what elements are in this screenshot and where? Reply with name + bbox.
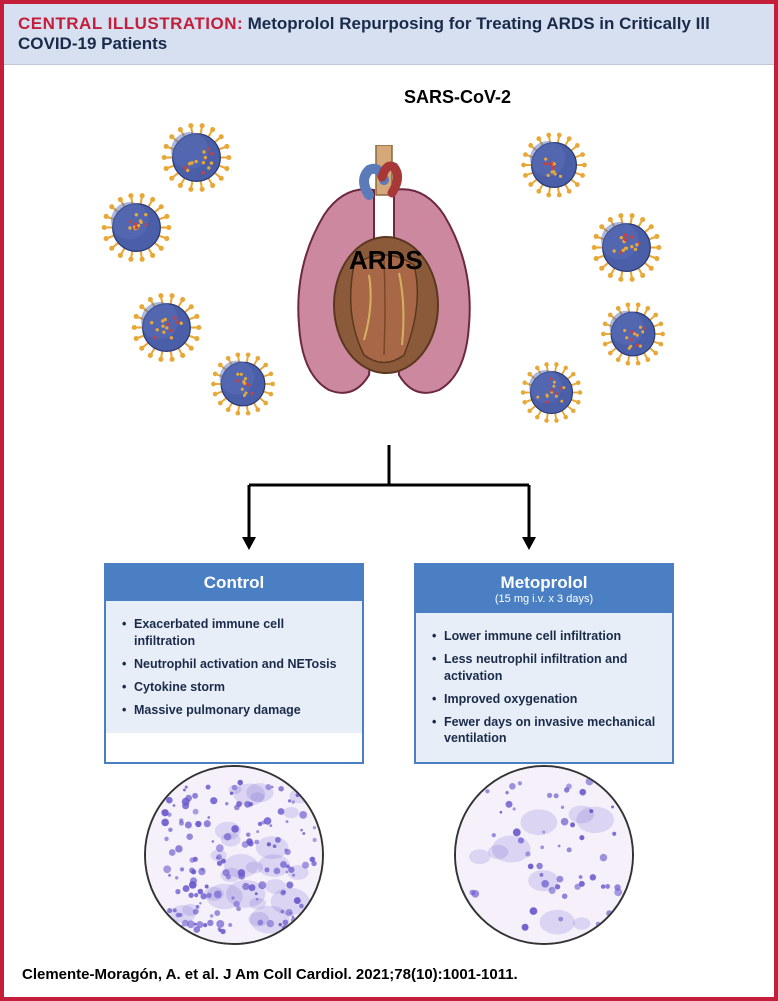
ards-label: ARDS: [349, 245, 423, 276]
virus-icon: [94, 185, 179, 270]
treatment-box: Metoprolol (15 mg i.v. x 3 days) Lower i…: [414, 563, 674, 764]
list-item: Exacerbated immune cell infiltration: [122, 613, 346, 653]
control-list: Exacerbated immune cell infiltrationNeut…: [122, 613, 346, 721]
treatment-title: Metoprolol: [422, 573, 666, 593]
main-illustration-area: SARS-CoV-2 ARDS: [4, 65, 774, 945]
control-box-header: Control: [106, 565, 362, 601]
flow-arrow: [204, 445, 574, 565]
treatment-box-header: Metoprolol (15 mg i.v. x 3 days): [416, 565, 672, 613]
virus-icon: [514, 125, 594, 205]
control-title: Control: [112, 573, 356, 593]
virus-icon: [204, 345, 282, 423]
list-item: Less neutrophil infiltration and activat…: [432, 648, 656, 688]
control-body: Exacerbated immune cell infiltrationNeut…: [106, 601, 362, 733]
treatment-body: Lower immune cell infiltrationLess neutr…: [416, 613, 672, 762]
microscopy-row: [4, 765, 774, 945]
list-item: Massive pulmonary damage: [122, 699, 346, 722]
citation: Clemente-Moragón, A. et al. J Am Coll Ca…: [22, 966, 518, 983]
virus-icon: [514, 355, 589, 430]
list-item: Cytokine storm: [122, 676, 346, 699]
header-bar: CENTRAL ILLUSTRATION: Metoprolol Repurpo…: [4, 4, 774, 65]
header-label: CENTRAL ILLUSTRATION:: [18, 14, 243, 33]
control-box: Control Exacerbated immune cell infiltra…: [104, 563, 364, 764]
virus-icon: [594, 295, 672, 373]
list-item: Neutrophil activation and NETosis: [122, 653, 346, 676]
virus-icon: [584, 205, 669, 290]
figure-container: CENTRAL ILLUSTRATION: Metoprolol Repurpo…: [0, 0, 778, 1001]
control-microscopy: [144, 765, 324, 945]
list-item: Improved oxygenation: [432, 688, 656, 711]
treatment-microscopy: [454, 765, 634, 945]
treatment-subtitle: (15 mg i.v. x 3 days): [422, 593, 666, 605]
list-item: Fewer days on invasive mechanical ventil…: [432, 711, 656, 751]
treatment-list: Lower immune cell infiltrationLess neutr…: [432, 625, 656, 750]
virus-icon: [124, 285, 209, 370]
list-item: Lower immune cell infiltration: [432, 625, 656, 648]
comparison-boxes: Control Exacerbated immune cell infiltra…: [4, 563, 774, 764]
